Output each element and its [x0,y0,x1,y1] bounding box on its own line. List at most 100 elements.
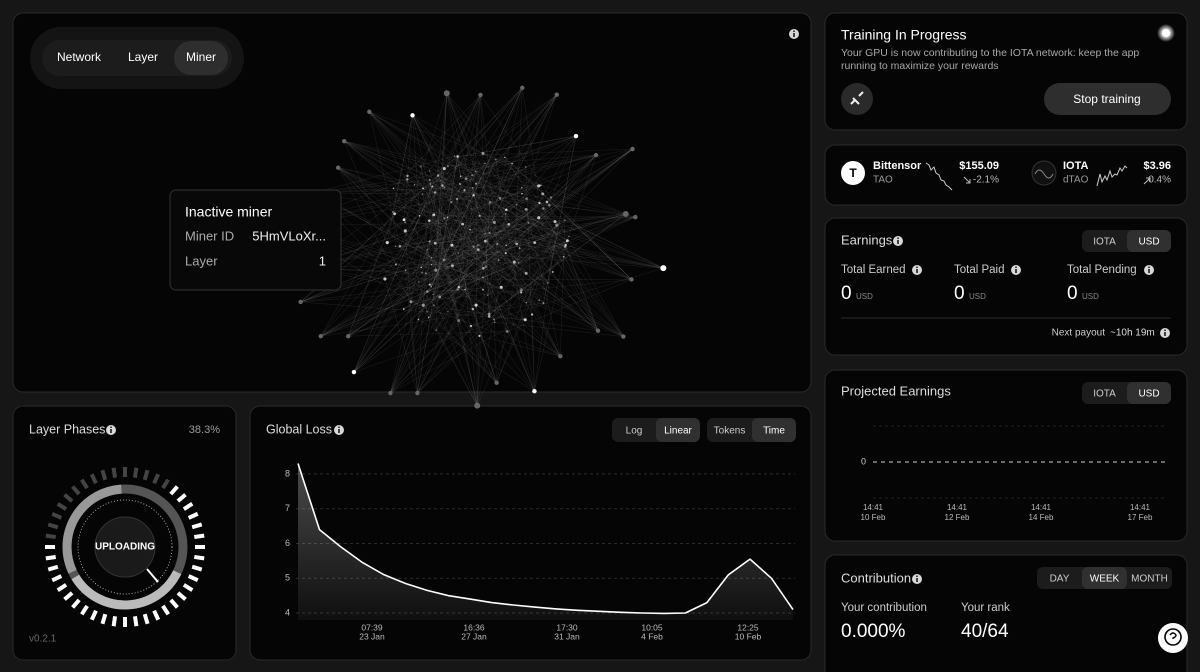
network-edge [429,170,624,337]
network-edge [438,153,484,176]
network-edge [423,232,490,306]
network-edge [475,183,632,280]
network-edge [434,94,557,215]
network-node [518,247,521,249]
network-edge [433,277,484,295]
tab[interactable]: Layer [128,50,158,64]
network-edge [412,115,499,261]
network-edge [479,215,566,247]
network-node [527,222,530,224]
network-node [515,203,518,206]
network-edge [430,168,445,287]
network-edge [435,216,636,244]
network-node [525,166,527,168]
phase-tick [51,511,63,520]
stop-button[interactable] [1044,83,1171,115]
network-edge [432,186,495,223]
network-node [367,109,372,114]
network-edge [465,217,539,290]
network-node [463,189,466,192]
toggle-option[interactable]: WEEK [1090,574,1120,585]
network-edge [516,135,577,205]
tab[interactable]: Network [57,50,102,64]
toggle-option[interactable]: Linear [664,426,692,437]
network-edge [462,223,632,280]
network-node [512,260,516,264]
network-edge [429,241,535,392]
network-edge [429,170,497,383]
network-edge [473,195,561,357]
button-label: Stop training [1073,92,1140,106]
toggle-option[interactable]: USD [1138,389,1159,400]
network-edge [460,176,540,204]
toggle-option[interactable]: Log [626,426,643,437]
network-node [427,316,430,319]
network-edge [403,204,550,310]
network-edge [446,93,461,177]
network-edge [305,221,556,268]
network-edge [538,148,633,218]
label: Your contribution [841,602,927,614]
network-edge [430,243,436,287]
network-edge [387,242,459,288]
network-node [422,187,425,190]
x-tick-label: 12:25 [737,622,759,632]
network-edge [460,176,527,199]
network-edge [442,185,556,222]
phase-tick [142,469,150,481]
network-edge [427,289,466,292]
network-edge [320,284,430,337]
toggle-option[interactable]: MONTH [1131,574,1168,585]
toggle-option[interactable]: USD [1138,237,1159,248]
network-edge [344,140,522,293]
network-edge [300,301,526,321]
network-edge [431,244,566,258]
network-node [447,310,449,313]
toggle-option[interactable]: DAY [1050,574,1070,585]
toggle-option[interactable]: Time [763,426,785,437]
network-edge [458,202,491,288]
network-node [478,334,481,337]
sparkline [1096,165,1128,187]
network-edge [499,198,568,241]
network-edge [475,94,557,184]
network-edge [434,159,497,193]
label: UPLOADING [95,542,155,553]
network-edge [444,218,535,243]
network-edge [305,184,542,268]
network-node [494,380,499,385]
network-edge [531,244,566,315]
network-edge [456,198,478,406]
network-edge [418,249,428,320]
toggle-option[interactable]: IOTA [1093,237,1116,248]
toggle-option[interactable]: Tokens [714,426,746,437]
network-edge [427,216,636,292]
network-edge [459,135,577,185]
tab[interactable]: Miner [186,50,216,64]
network-node [428,240,431,243]
network-edge [550,148,633,198]
network-edge [337,167,423,273]
network-node [504,156,506,159]
network-edge [399,246,564,258]
info-dot [916,266,918,269]
network-edge [505,213,564,258]
network-edge [353,321,495,373]
network-edge [565,244,599,331]
network-edge [478,249,515,263]
link-icon[interactable] [841,83,873,115]
network-edge [447,154,597,167]
network-edge [300,253,459,303]
network-edge [454,148,633,157]
network-node [464,288,466,291]
network-node [391,211,394,213]
network-node [530,313,534,316]
network-node [476,244,479,247]
info-dot [338,426,340,429]
network-edge [392,94,557,213]
toggle-option[interactable]: IOTA [1093,389,1116,400]
network-edge [525,209,561,357]
network-node [388,390,393,396]
network-edge [300,264,397,303]
network-edge [466,178,522,188]
